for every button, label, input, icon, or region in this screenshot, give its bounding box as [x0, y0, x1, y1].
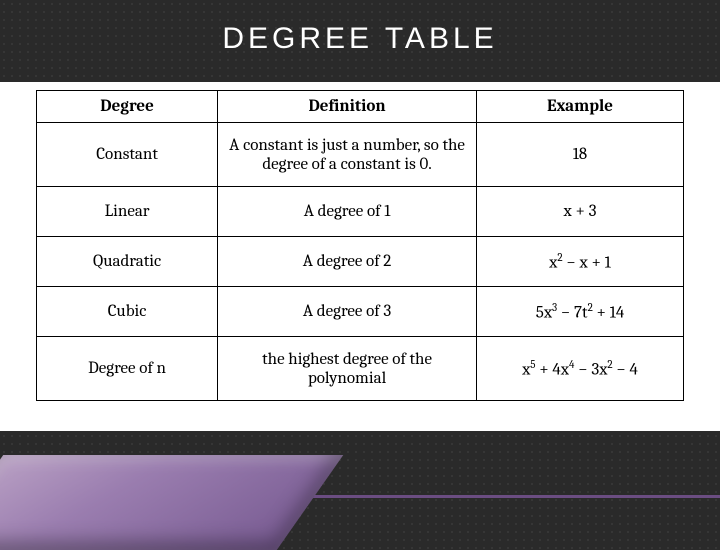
cell-example: x5 + 4x4 − 3x2 − 4 — [476, 337, 683, 401]
cell-definition: A constant is just a number, so the degr… — [218, 123, 477, 187]
cell-degree: Cubic — [37, 287, 218, 337]
table-body: ConstantA constant is just a number, so … — [37, 123, 684, 401]
cell-definition: the highest degree of the polynomial — [218, 337, 477, 401]
slide-title-area: DEGREE TABLE — [0, 0, 720, 74]
table-row: Degree of nthe highest degree of the pol… — [37, 337, 684, 401]
table-row: QuadraticA degree of 2x2 − x + 1 — [37, 237, 684, 287]
table-row: ConstantA constant is just a number, so … — [37, 123, 684, 187]
degree-table-wrap: Degree Definition Example ConstantA cons… — [28, 86, 692, 419]
table-header-row: Degree Definition Example — [37, 91, 684, 123]
cell-example: x + 3 — [476, 187, 683, 237]
cell-example: 18 — [476, 123, 683, 187]
cell-example: x2 − x + 1 — [476, 237, 683, 287]
slide-title: DEGREE TABLE — [222, 22, 497, 56]
col-example: Example — [476, 91, 683, 123]
col-definition: Definition — [218, 91, 477, 123]
degree-table: Degree Definition Example ConstantA cons… — [36, 90, 684, 401]
table-row: CubicA degree of 35x3 − 7t2 + 14 — [37, 287, 684, 337]
cell-degree: Quadratic — [37, 237, 218, 287]
cell-degree: Degree of n — [37, 337, 218, 401]
cell-definition: A degree of 3 — [218, 287, 477, 337]
cell-example: 5x3 − 7t2 + 14 — [476, 287, 683, 337]
accent-wedge — [0, 455, 343, 550]
cell-degree: Linear — [37, 187, 218, 237]
cell-definition: A degree of 2 — [218, 237, 477, 287]
cell-definition: A degree of 1 — [218, 187, 477, 237]
cell-degree: Constant — [37, 123, 218, 187]
table-row: LinearA degree of 1x + 3 — [37, 187, 684, 237]
content-band: Degree Definition Example ConstantA cons… — [0, 82, 720, 431]
col-degree: Degree — [37, 91, 218, 123]
